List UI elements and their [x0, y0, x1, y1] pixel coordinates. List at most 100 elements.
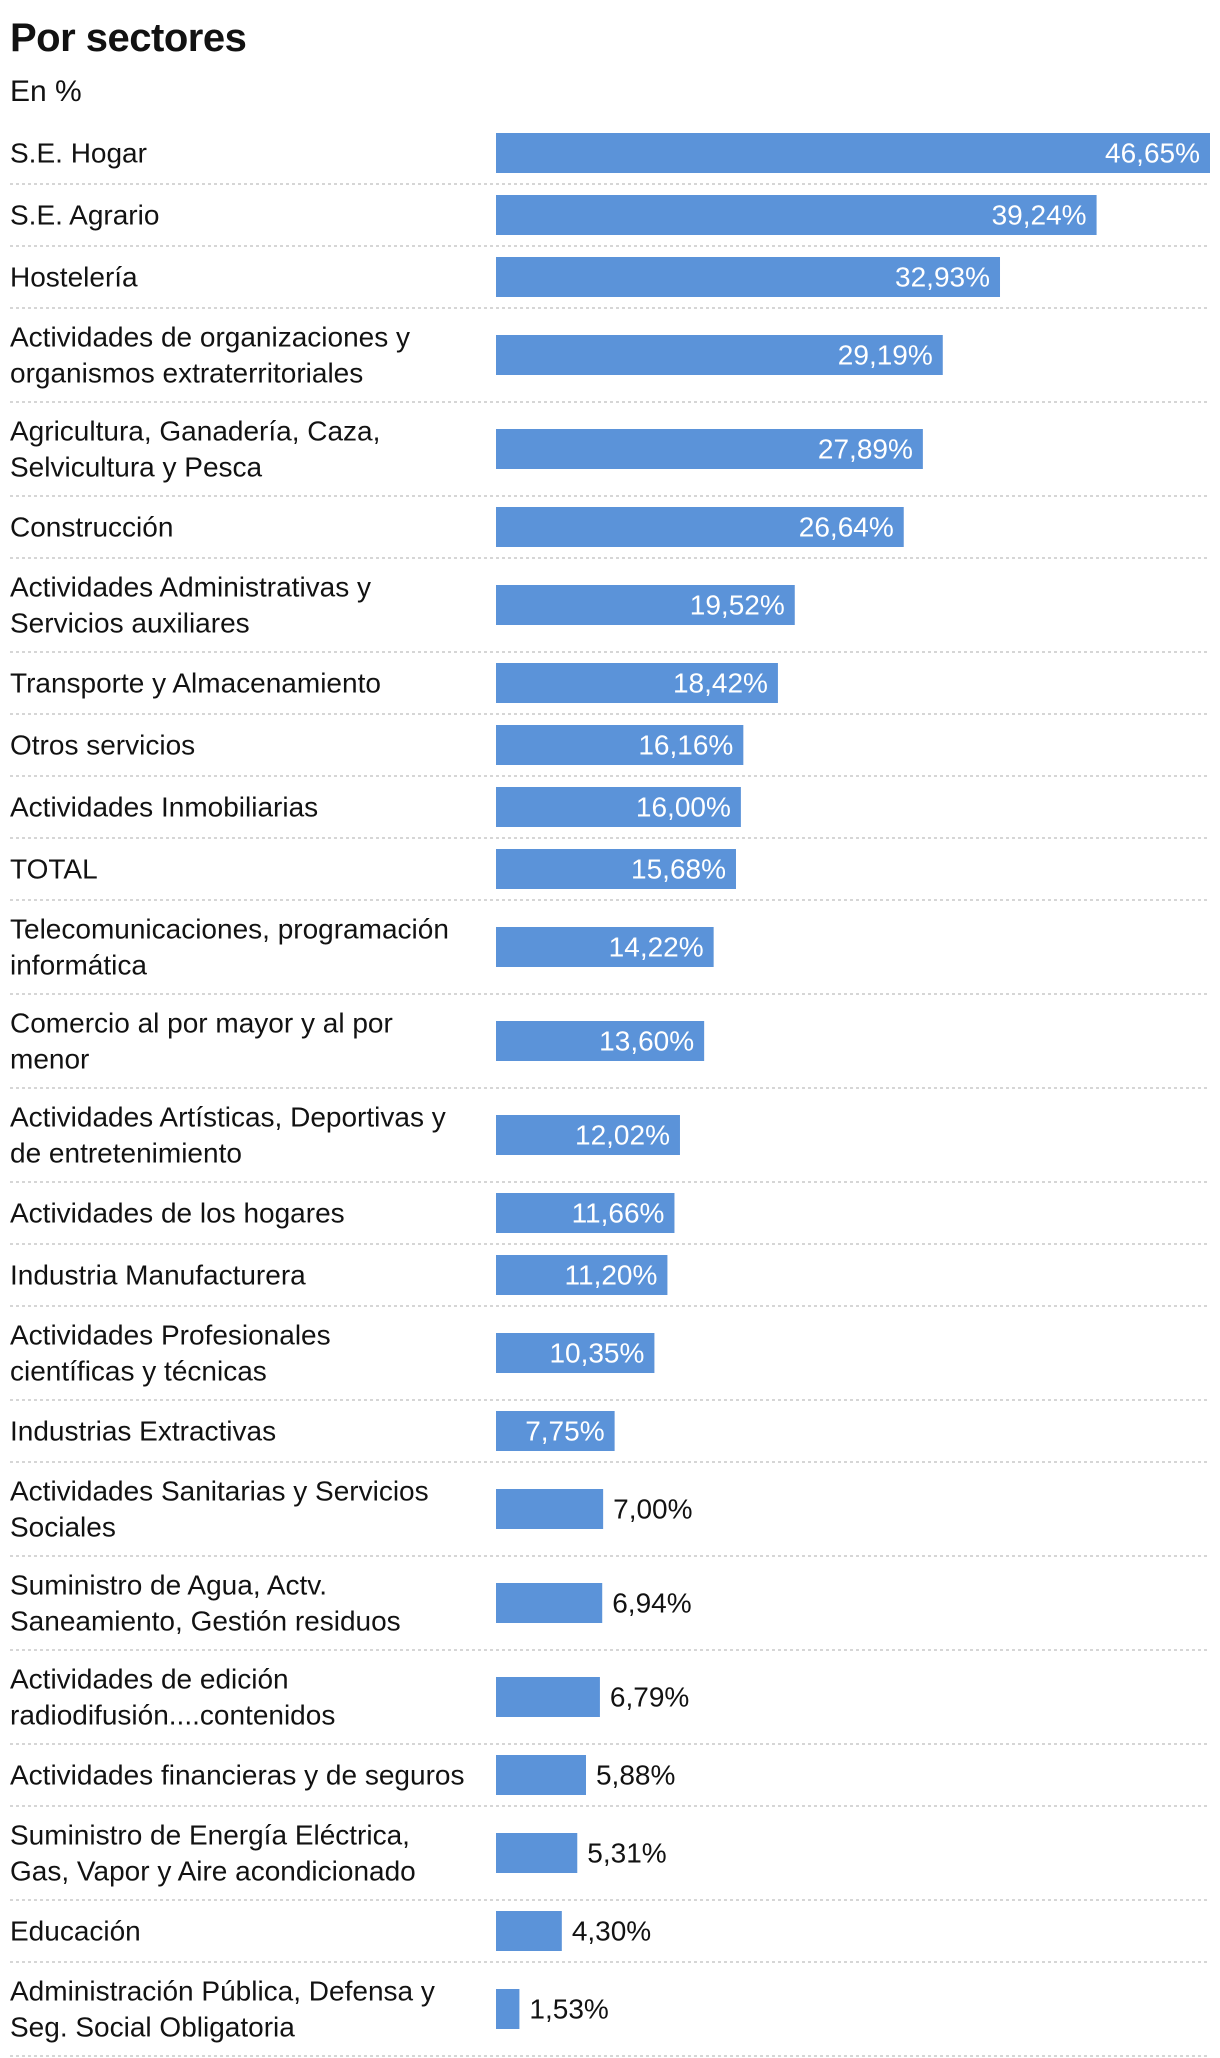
- category-label: de entretenimiento: [10, 1138, 242, 1169]
- bar: [496, 1989, 520, 2029]
- bar-row: Actividades de los hogares 11,66%: [10, 1193, 1210, 1245]
- value-label: 11,66%: [572, 1198, 665, 1229]
- value-label: 5,88%: [596, 1760, 675, 1791]
- bar-row: Industria Manufacturera 11,20%: [10, 1255, 1210, 1307]
- bar: [496, 195, 1097, 235]
- category-label: Saneamiento, Gestión residuos: [10, 1606, 401, 1637]
- category-label: Industrias Extractivas: [10, 1416, 276, 1447]
- bar-row: Transporte y Almacenamiento 18,42%: [10, 663, 1210, 715]
- category-label: Servicios auxiliares: [10, 608, 250, 639]
- category-label: Actividades Artísticas, Deportivas y: [10, 1102, 446, 1133]
- bar-row: Actividades Sanitarias y Servicios Social…: [10, 1476, 1210, 1557]
- bar: [496, 335, 943, 375]
- value-label: 19,52%: [690, 590, 785, 621]
- value-label: 46,65%: [1105, 138, 1200, 169]
- bar: [496, 725, 744, 765]
- bar-row: Construcción 26,64%: [10, 507, 1210, 559]
- category-label: Suministro de Agua, Actv.: [10, 1570, 327, 1601]
- category-label: Industria Manufacturera: [10, 1260, 306, 1291]
- bar: [496, 849, 736, 889]
- value-label: 27,89%: [818, 434, 913, 465]
- category-label: TOTAL: [10, 854, 98, 885]
- bar-row: Suministro de Energía Eléctrica, Gas, Vap…: [10, 1820, 1210, 1901]
- category-label: Actividades Administrativas y: [10, 572, 371, 603]
- bar: [496, 585, 795, 625]
- category-label: Actividades de organizaciones y: [10, 322, 410, 353]
- chart-title: Por sectores: [10, 16, 247, 60]
- value-label: 16,16%: [638, 730, 733, 761]
- bar: [496, 1489, 604, 1529]
- category-label: Otros servicios: [10, 730, 195, 761]
- bar-row: S.E. Hogar 46,65%: [10, 133, 1210, 185]
- bar: [496, 1411, 615, 1451]
- value-label: 1,53%: [529, 1994, 608, 2025]
- bar-row: S.E. Agrario 39,24%: [10, 195, 1210, 247]
- category-label: científicas y técnicas: [10, 1356, 267, 1387]
- category-label: Agricultura, Ganadería, Caza,: [10, 416, 380, 447]
- bar-row: Telecomunicaciones, programación informát…: [10, 914, 1210, 995]
- chart-subtitle: En %: [10, 75, 82, 108]
- bar-row: Hostelería 32,93%: [10, 257, 1210, 309]
- bar-row: Otros servicios 16,16%: [10, 725, 1210, 777]
- bar-row: Actividades financieras y de seguros 5,88…: [10, 1755, 1210, 1807]
- bar: [496, 927, 714, 967]
- category-label: Construcción: [10, 512, 173, 543]
- category-label: Seg. Social Obligatoria: [10, 2012, 295, 2043]
- bar-row: Comercio al por mayor y al por menor 13,60…: [10, 1008, 1210, 1089]
- bar-row: Industrias Extractivas 7,75%: [10, 1411, 1210, 1463]
- bar-row: Educación 4,30%: [10, 1911, 1210, 1963]
- bar-row: Actividades Inmobiliarias 16,00%: [10, 787, 1210, 839]
- bar: [496, 787, 741, 827]
- value-label: 7,75%: [525, 1416, 604, 1447]
- bar: [496, 133, 1210, 173]
- bar: [496, 507, 904, 547]
- value-label: 32,93%: [895, 262, 990, 293]
- value-label: 4,30%: [572, 1916, 651, 1947]
- category-label: S.E. Agrario: [10, 200, 159, 231]
- bar: [496, 1583, 603, 1623]
- bar-row: Actividades de edición radiodifusión....c…: [10, 1664, 1210, 1745]
- category-label: Actividades de edición: [10, 1664, 289, 1695]
- value-label: 10,35%: [549, 1338, 644, 1369]
- value-label: 15,68%: [631, 854, 726, 885]
- category-label: Telecomunicaciones, programación: [10, 914, 449, 945]
- value-label: 11,20%: [565, 1260, 658, 1291]
- value-label: 39,24%: [992, 200, 1087, 231]
- bar-row: Actividades Profesionales científicas y t…: [10, 1320, 1210, 1401]
- value-label: 12,02%: [575, 1120, 670, 1151]
- value-label: 26,64%: [799, 512, 894, 543]
- category-label: S.E. Hogar: [10, 138, 147, 169]
- value-label: 13,60%: [599, 1026, 694, 1057]
- category-label: Educación: [10, 1916, 141, 1947]
- value-label: 6,79%: [610, 1682, 689, 1713]
- bar: [496, 1911, 562, 1951]
- value-label: 29,19%: [838, 340, 933, 371]
- bar-row: Actividades de organizaciones y organismo…: [10, 322, 1210, 403]
- bar: [496, 1755, 586, 1795]
- value-label: 6,94%: [612, 1588, 691, 1619]
- category-label: Actividades Sanitarias y Servicios: [10, 1476, 429, 1507]
- category-label: menor: [10, 1044, 89, 1075]
- bar-row: Actividades Artísticas, Deportivas y de e…: [10, 1102, 1210, 1183]
- bar: [496, 1255, 668, 1295]
- category-label: Actividades Inmobiliarias: [10, 792, 318, 823]
- category-label: Actividades Profesionales: [10, 1320, 331, 1351]
- category-label: Actividades de los hogares: [10, 1198, 345, 1229]
- bar-row: Suministro de Agua, Actv. Saneamiento, Ge…: [10, 1570, 1210, 1651]
- value-label: 16,00%: [636, 792, 731, 823]
- category-label: organismos extraterritoriales: [10, 358, 363, 389]
- bar: [496, 663, 778, 703]
- bar: [496, 1677, 600, 1717]
- value-label: 18,42%: [673, 668, 768, 699]
- category-label: informática: [10, 950, 147, 981]
- bar: [496, 257, 1001, 297]
- value-label: 7,00%: [613, 1494, 692, 1525]
- category-label: Selvicultura y Pesca: [10, 452, 263, 483]
- category-label: Hostelería: [10, 262, 138, 293]
- value-label: 14,22%: [609, 932, 704, 963]
- bar-row: Agricultura, Ganadería, Caza, Selvicultur…: [10, 416, 1210, 497]
- bar-row: Administración Pública, Defensa y Seg. So…: [10, 1976, 1210, 2057]
- category-label: radiodifusión....contenidos: [10, 1700, 335, 1731]
- bar: [496, 1021, 705, 1061]
